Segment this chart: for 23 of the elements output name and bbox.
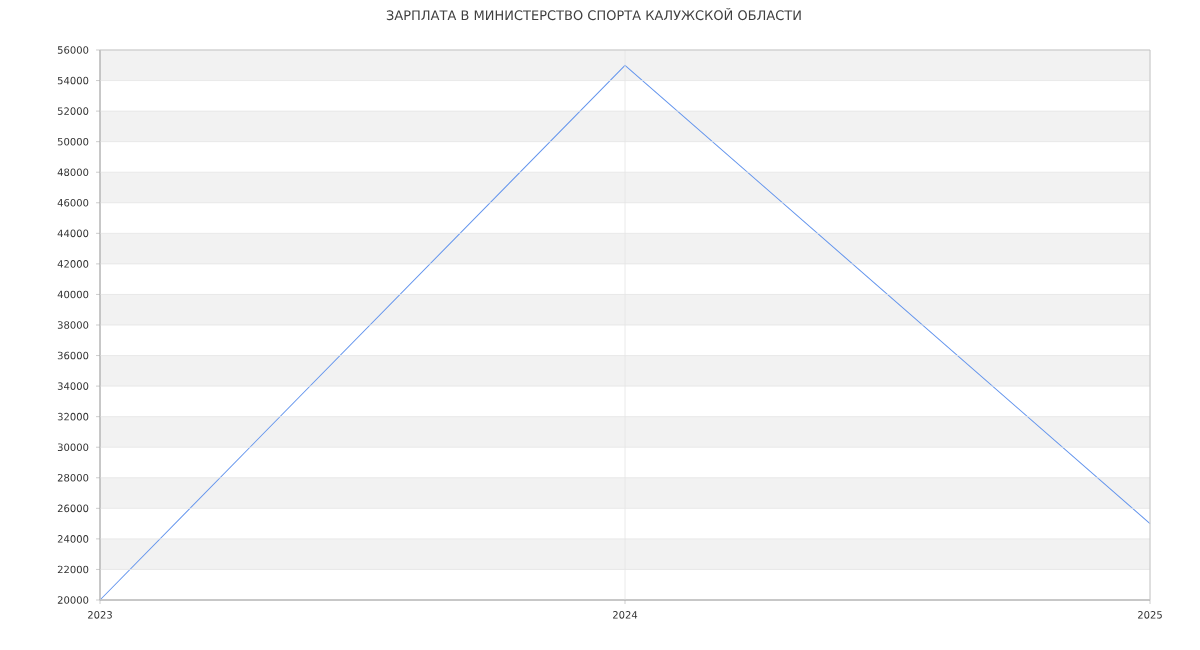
chart-title: ЗАРПЛАТА В МИНИСТЕРСТВО СПОРТА КАЛУЖСКОЙ ОБЛАСТИ: [386, 7, 801, 21]
x-tick-label: 2023: [88, 611, 112, 619]
y-tick-label: 36000: [57, 351, 89, 360]
y-tick-label: 34000: [57, 382, 89, 390]
y-tick-label: 52000: [57, 107, 89, 115]
y-tick-label: 20000: [57, 596, 89, 604]
y-tick-label: 32000: [57, 412, 89, 421]
x-tick-label: 2024: [613, 611, 638, 619]
y-tick-label: 42000: [57, 260, 89, 268]
y-tick-label: 46000: [57, 198, 89, 207]
y-tick-label: 50000: [57, 137, 89, 146]
y-tick-label: 30000: [57, 443, 89, 452]
y-tick-label: 44000: [57, 229, 89, 238]
y-tick-label: 24000: [57, 535, 89, 543]
x-tick-label: 2025: [1138, 611, 1162, 619]
y-tick-label: 56000: [57, 46, 89, 54]
y-tick-label: 26000: [57, 504, 89, 513]
y-tick-label: 54000: [57, 76, 89, 85]
y-tick-label: 38000: [57, 321, 89, 329]
y-tick-label: 48000: [57, 168, 89, 177]
y-tick-label: 22000: [57, 565, 89, 574]
y-tick-label: 28000: [57, 473, 89, 482]
y-tick-label: 40000: [57, 290, 89, 299]
